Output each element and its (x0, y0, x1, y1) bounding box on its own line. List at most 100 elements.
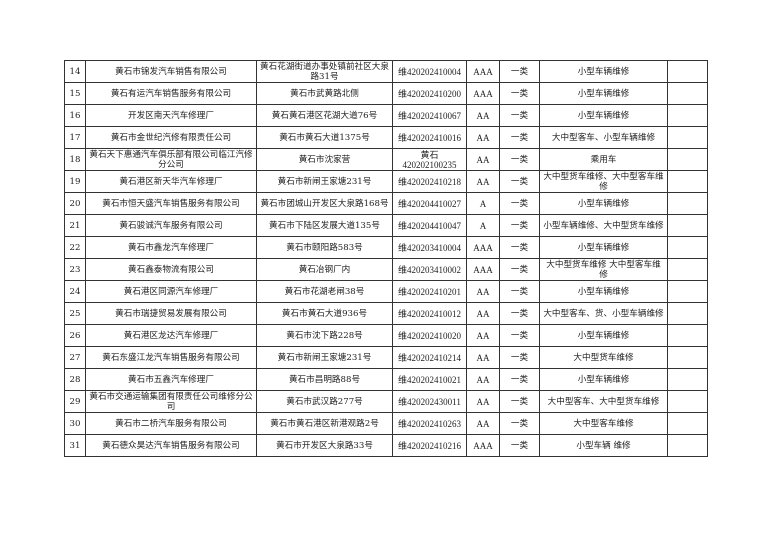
cell-grade: AAA (466, 236, 500, 259)
cell-no: 17 (64, 126, 86, 149)
cell-class: 一类 (499, 412, 540, 435)
cell-name: 黄石港区新天华汽车修理厂 (85, 170, 257, 193)
cell-address: 黄石冶钢厂内 (256, 258, 393, 281)
cell-address: 黄石市新闸王家塘231号 (256, 170, 393, 193)
cell-grade: AAA (466, 434, 500, 457)
table-row: 29 黄石市交通运输集团有限责任公司维修分公司 黄石市武汉路277号 维4202024… (64, 390, 708, 413)
table-row: 23 黄石鑫泰物流有限公司 黄石冶钢厂内 维420203410002 AAA 一类 大中型货… (64, 258, 708, 281)
cell-no: 31 (64, 434, 86, 457)
table-row: 26 黄石港区龙达汽车修理厂 黄石市沈下路228号 维420202410020 AA 一类… (64, 324, 708, 347)
table-row: 28 黄石市五鑫汽车修理厂 黄石市昌明路88号 维420202410021 AA 一类 小型… (64, 368, 708, 391)
cell-license: 维420202410012 (392, 302, 467, 325)
cell-no: 25 (64, 302, 86, 325)
cell-address: 黄石市下陆区发展大道135号 (256, 214, 393, 237)
cell-remark (667, 412, 708, 435)
cell-address: 黄石市沈下路228号 (256, 324, 393, 347)
cell-license: 维420203410004 (392, 236, 467, 259)
cell-grade: A (466, 214, 500, 237)
cell-no: 30 (64, 412, 86, 435)
cell-class: 一类 (499, 126, 540, 149)
cell-class: 一类 (499, 214, 540, 237)
cell-remark (667, 104, 708, 127)
cell-scope: 大中型客车、小型车辆维修 (539, 126, 668, 149)
cell-scope: 大中型货车维修 大中型客车维修 (539, 258, 668, 281)
cell-scope: 大中型客车维修 (539, 412, 668, 435)
cell-no: 15 (64, 82, 86, 105)
cell-license: 维420202410214 (392, 346, 467, 369)
cell-address: 黄石黄石港区花湖大道76号 (256, 104, 393, 127)
cell-grade: AA (466, 280, 500, 303)
cell-no: 20 (64, 192, 86, 215)
cell-class: 一类 (499, 82, 540, 105)
cell-name: 黄石市鑫龙汽车修理厂 (85, 236, 257, 259)
cell-name: 黄石港区同源汽车修理厂 (85, 280, 257, 303)
cell-scope: 小型车辆维修、大中型货车维修 (539, 214, 668, 237)
cell-no: 18 (64, 148, 86, 171)
cell-class: 一类 (499, 236, 540, 259)
cell-scope: 乘用车 (539, 148, 668, 171)
cell-remark (667, 192, 708, 215)
cell-address: 黄石花湖街道办事处镇前社区大泉路31号 (256, 60, 393, 83)
cell-grade: AA (466, 324, 500, 347)
cell-no: 24 (64, 280, 86, 303)
cell-name: 黄石东盛江龙汽车销售服务有限公司 (85, 346, 257, 369)
table-row: 21 黄石骏诚汽车服务有限公司 黄石市下陆区发展大道135号 维42020441004… (64, 214, 708, 237)
cell-class: 一类 (499, 368, 540, 391)
table-row: 18 黄石天下惠通汽车俱乐部有限公司临江汽修分公司 黄石市沈家营 黄石42020210… (64, 148, 708, 171)
table-row: 30 黄石市二桥汽车服务有限公司 黄石市黄石港区新港观路2号 维42020241026… (64, 412, 708, 435)
cell-grade: AA (466, 302, 500, 325)
table-row: 22 黄石市鑫龙汽车修理厂 黄石市颐阳路583号 维420203410004 AAA 一类… (64, 236, 708, 259)
cell-remark (667, 148, 708, 171)
cell-class: 一类 (499, 258, 540, 281)
cell-no: 29 (64, 390, 86, 413)
cell-name: 黄石市交通运输集团有限责任公司维修分公司 (85, 390, 257, 413)
cell-remark (667, 346, 708, 369)
cell-remark (667, 126, 708, 149)
cell-grade: AA (466, 104, 500, 127)
cell-grade: AAA (466, 60, 500, 83)
cell-remark (667, 390, 708, 413)
cell-class: 一类 (499, 390, 540, 413)
cell-license: 维420202410021 (392, 368, 467, 391)
cell-class: 一类 (499, 170, 540, 193)
table-row: 20 黄石市恒天盛汽车销售服务有限公司 黄石市团城山开发区大泉路168号 维42020… (64, 192, 708, 215)
cell-remark (667, 236, 708, 259)
cell-scope: 大中型客车、大中型货车维修 (539, 390, 668, 413)
table-row: 17 黄石市金世纪汽修有限责任公司 黄石市黄石大道1375号 维42020241001… (64, 126, 708, 149)
cell-no: 16 (64, 104, 86, 127)
cell-remark (667, 82, 708, 105)
cell-grade: AA (466, 412, 500, 435)
cell-address: 黄石市武黄路北侧 (256, 82, 393, 105)
cell-name: 黄石市恒天盛汽车销售服务有限公司 (85, 192, 257, 215)
cell-scope: 小型车辆维修 (539, 280, 668, 303)
cell-address: 黄石市黄石港区新港观路2号 (256, 412, 393, 435)
cell-class: 一类 (499, 148, 540, 171)
cell-no: 23 (64, 258, 86, 281)
cell-remark (667, 60, 708, 83)
cell-license: 维420204410047 (392, 214, 467, 237)
cell-grade: A (466, 192, 500, 215)
cell-grade: AA (466, 390, 500, 413)
cell-address: 黄石市黄石大道936号 (256, 302, 393, 325)
table-row: 16 开发区南天汽车修理厂 黄石黄石港区花湖大道76号 维420202410067 AA… (64, 104, 708, 127)
cell-class: 一类 (499, 104, 540, 127)
cell-grade: AAA (466, 82, 500, 105)
cell-address: 黄石市颐阳路583号 (256, 236, 393, 259)
cell-address: 黄石市武汉路277号 (256, 390, 393, 413)
cell-class: 一类 (499, 434, 540, 457)
cell-name: 黄石市瑞捷贸易发展有限公司 (85, 302, 257, 325)
cell-name: 黄石天下惠通汽车俱乐部有限公司临江汽修分公司 (85, 148, 257, 171)
table-row: 19 黄石港区新天华汽车修理厂 黄石市新闸王家塘231号 维420202410218 A… (64, 170, 708, 193)
table-row: 27 黄石东盛江龙汽车销售服务有限公司 黄石市新闸王家塘231号 维420202410… (64, 346, 708, 369)
cell-name: 开发区南天汽车修理厂 (85, 104, 257, 127)
cell-remark (667, 368, 708, 391)
cell-license: 黄石420202100235 (392, 148, 467, 171)
cell-license: 维420203410002 (392, 258, 467, 281)
cell-no: 28 (64, 368, 86, 391)
cell-no: 19 (64, 170, 86, 193)
cell-grade: AA (466, 170, 500, 193)
cell-no: 22 (64, 236, 86, 259)
cell-class: 一类 (499, 192, 540, 215)
cell-license: 维420204410027 (392, 192, 467, 215)
table-row: 25 黄石市瑞捷贸易发展有限公司 黄石市黄石大道936号 维420202410012 A… (64, 302, 708, 325)
